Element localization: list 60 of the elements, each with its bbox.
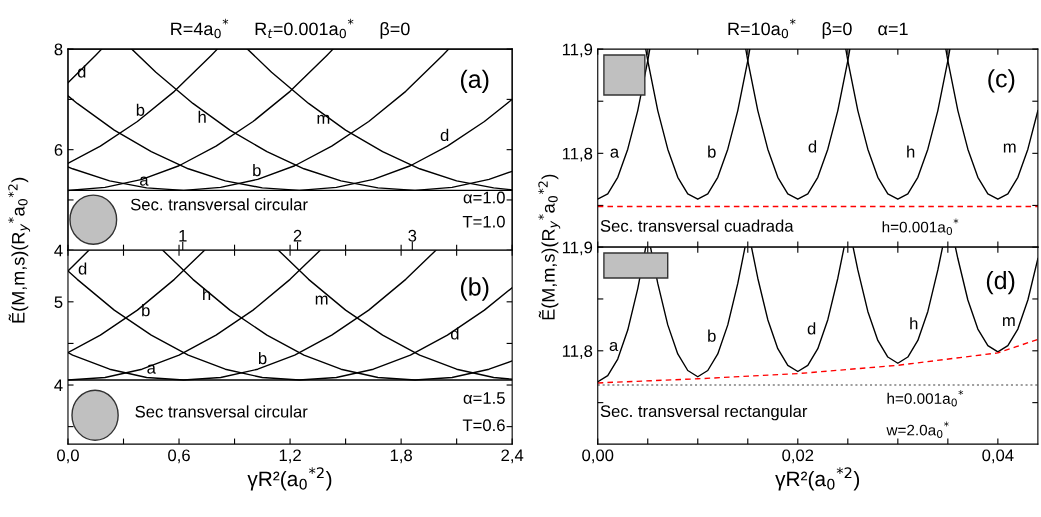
annotation: Sec. transversal circular xyxy=(130,198,308,211)
annotation: h=0.001a$_{0}$$^{*}$ xyxy=(882,218,959,236)
x-tick-label: 0,02 xyxy=(782,449,814,464)
annotation: Sec transversal circular xyxy=(135,405,308,418)
annotation: b xyxy=(708,329,716,342)
y-tick-label: 11,8 xyxy=(562,345,593,359)
annotation: b xyxy=(253,164,261,177)
annotation: a xyxy=(140,176,149,186)
y-tick-label: 8 xyxy=(54,43,63,56)
y-tick-label: 11,8 xyxy=(562,147,593,162)
annotation: d xyxy=(78,262,87,275)
annotation: a xyxy=(609,341,619,352)
y-axis-title: Ẽ(M,m,s)(R$_{y}$$^{*}$a$_{0}$$^{*2}$) xyxy=(538,174,561,320)
x-tick-label: 0,0 xyxy=(57,449,79,464)
annotation: b xyxy=(136,103,145,116)
annotation: Sec. transversal cuadrada xyxy=(600,219,794,232)
x-tick-label: 0,04 xyxy=(982,449,1014,464)
x-tick-label: 1,8 xyxy=(390,449,412,464)
y-tick-label: 11,9 xyxy=(562,241,593,256)
annotation: m xyxy=(1003,143,1016,153)
annotation: Sec. transversal rectangular xyxy=(600,404,808,421)
annotation: α=1.5 xyxy=(463,392,505,404)
x-tick-label: 1,2 xyxy=(279,449,301,464)
annotation: b xyxy=(142,304,150,317)
annotation: d xyxy=(807,322,816,335)
x-tick-label: 0,00 xyxy=(582,449,614,464)
x-tick-label: 0,6 xyxy=(168,449,190,464)
x2-tick-label: 3 xyxy=(408,229,417,242)
annotation: m xyxy=(1002,317,1015,327)
annotation: w=2.0a$_{0}$$^{*}$ xyxy=(886,421,949,439)
chart-title: R=4a$_{0}$$^{*}$ R$_{t}$=0.001a$_{0}$$^{*}$ β=0 xyxy=(171,18,410,39)
annotation: b xyxy=(258,352,267,365)
y-tick-label: 5 xyxy=(54,296,63,309)
y-tick-label: 4 xyxy=(54,379,63,392)
annotation: h xyxy=(907,145,915,158)
annotation: T=1.0 xyxy=(462,215,505,228)
annotation: α=1.0 xyxy=(463,191,505,204)
x-tick-label: 2,4 xyxy=(501,449,524,464)
annotation: h=0.001a$_{0}$$^{*}$ xyxy=(887,390,964,407)
annotation: b xyxy=(708,145,716,158)
annotation: h xyxy=(198,110,206,123)
y-tick-label: 4 xyxy=(54,244,63,257)
annotation: m xyxy=(315,295,328,305)
y-axis-title: Ẽ(M,m,s)(R$_{y}$$^{*}$a$_{0}$$^{*2}$) xyxy=(8,177,31,323)
annotation: d xyxy=(440,128,449,142)
annotation: (d) xyxy=(986,270,1015,295)
x2-tick-label: 2 xyxy=(293,229,302,242)
y-tick-label: 11,9 xyxy=(562,43,593,58)
annotation: (a) xyxy=(460,69,489,93)
annotation: d xyxy=(808,140,817,153)
y-tick-label: 6 xyxy=(54,144,63,156)
x-axis-title: γR²(a$_{0}$$^{*2}$) xyxy=(775,467,860,491)
annotation: (b) xyxy=(460,277,489,301)
x-axis-title: γR²(a$_{0}$$^{*2}$) xyxy=(247,467,332,491)
annotation: h xyxy=(910,317,918,330)
x2-tick-label: 1 xyxy=(179,230,187,242)
chart-title: R=10a$_{0}$$^{*}$ β=0 α=1 xyxy=(728,18,908,39)
annotation: a xyxy=(610,148,620,158)
annotation: (c) xyxy=(988,69,1015,93)
annotation: T=0.6 xyxy=(462,419,505,432)
